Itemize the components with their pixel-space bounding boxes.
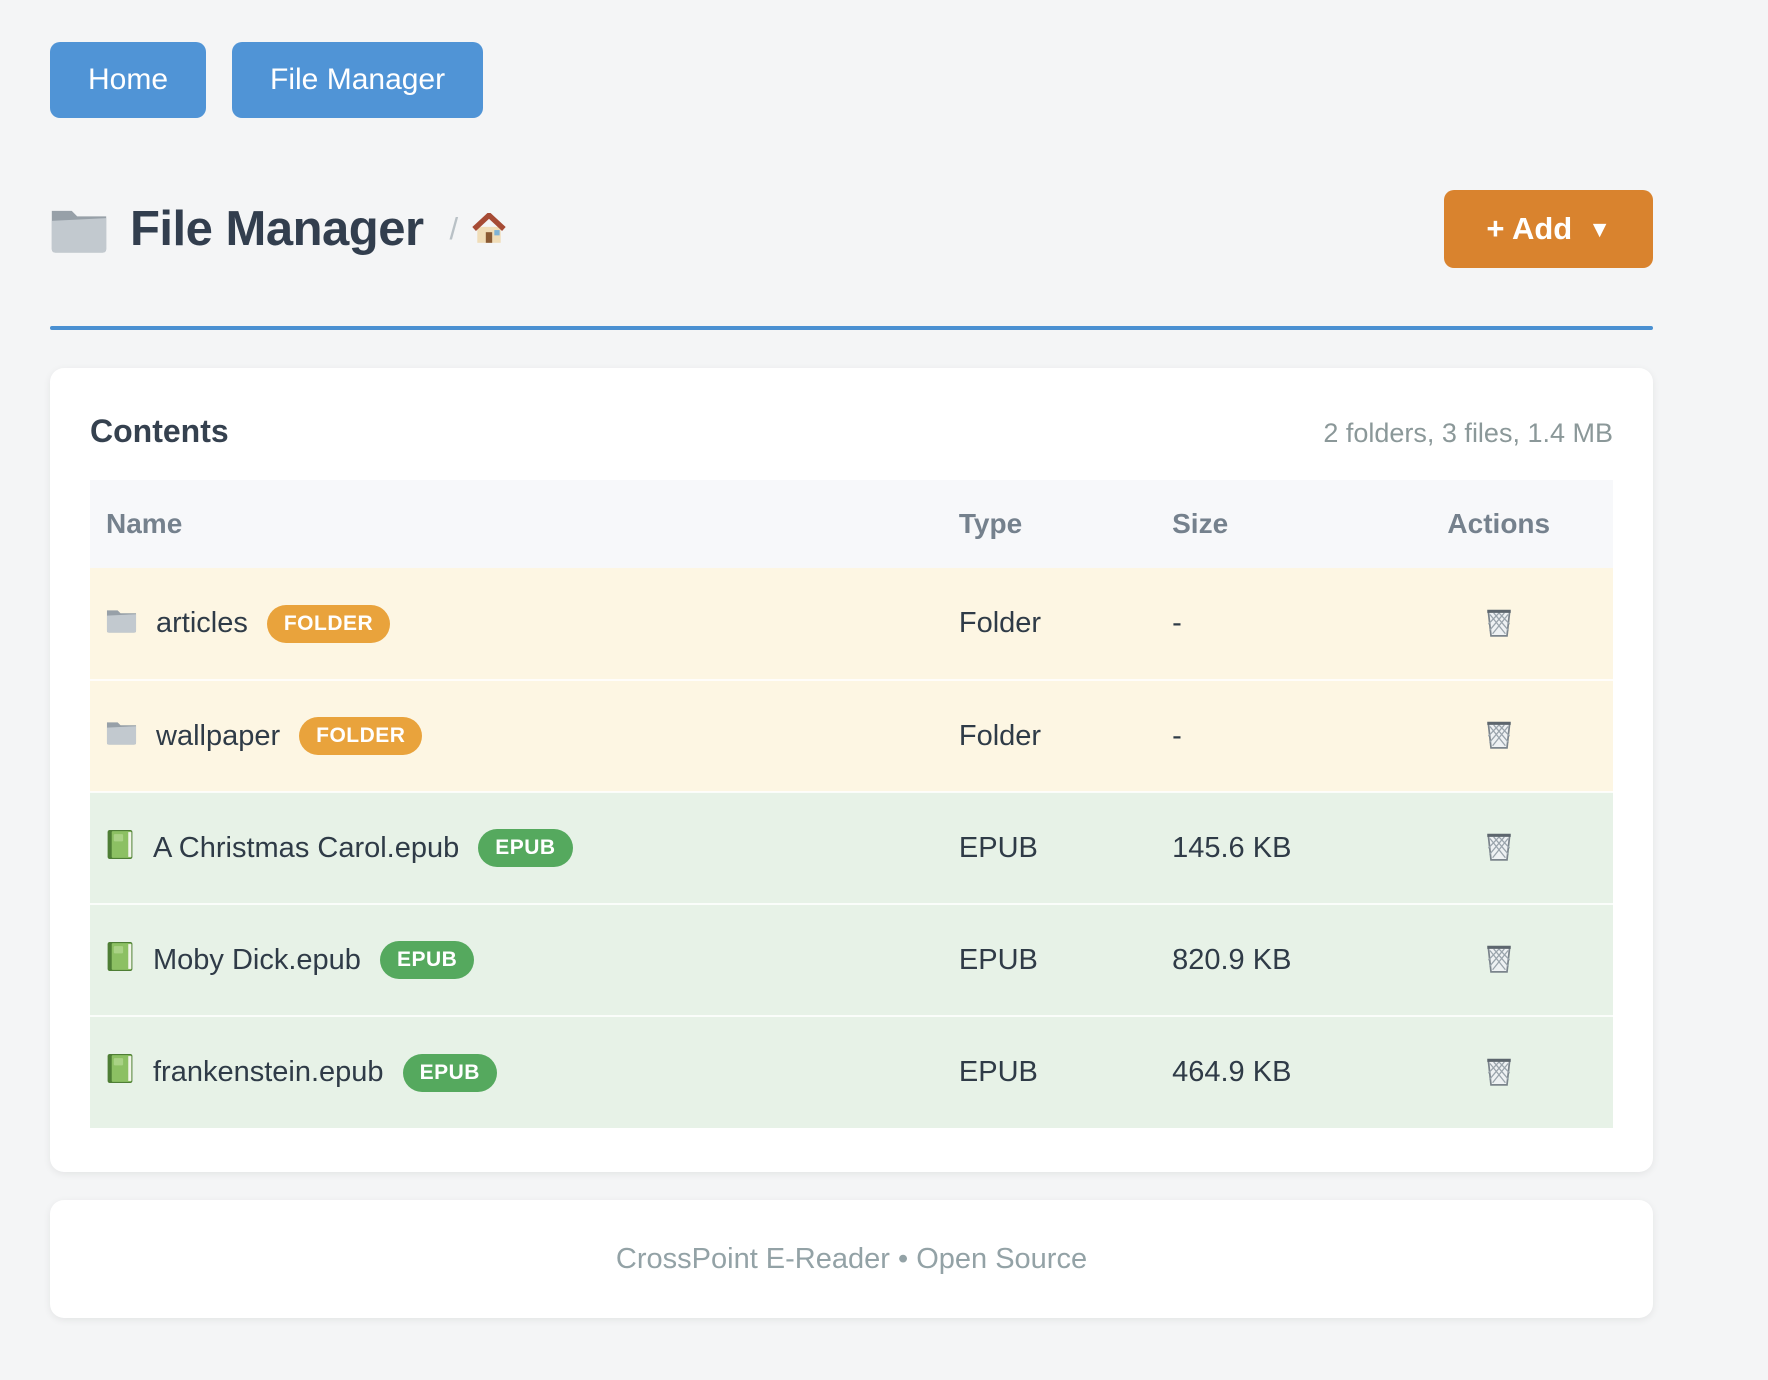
add-button[interactable]: + Add ▼ (1444, 190, 1653, 268)
table-row[interactable]: wallpaper FOLDER Folder - (90, 680, 1613, 792)
file-size: 464.9 KB (1172, 1056, 1292, 1088)
contents-card: Contents 2 folders, 3 files, 1.4 MB Name… (50, 368, 1653, 1172)
table-row[interactable]: A Christmas Carol.epub EPUB EPUB 145.6 K… (90, 792, 1613, 904)
column-header-actions: Actions (1384, 480, 1613, 568)
chevron-down-icon: ▼ (1588, 215, 1611, 242)
page-title: File Manager (130, 202, 424, 256)
book-icon (106, 1053, 134, 1092)
book-icon (106, 829, 134, 868)
column-header-type: Type (942, 480, 1157, 568)
house-icon[interactable] (472, 213, 506, 245)
footer-text: CrossPoint E-Reader • Open Source (615, 1242, 1088, 1275)
trash-icon (1484, 1058, 1514, 1090)
file-badge: FOLDER (266, 604, 391, 643)
table-body: articles FOLDER Folder - (90, 568, 1613, 1128)
delete-button[interactable] (1480, 602, 1518, 642)
file-type: EPUB (958, 1056, 1038, 1088)
file-table: Name Type Size Actions (90, 480, 1613, 1128)
folder-icon (50, 205, 108, 253)
table-row[interactable]: frankenstein.epub EPUB EPUB 464.9 KB (90, 1016, 1613, 1128)
nav-home-button[interactable]: Home (50, 42, 207, 118)
delete-button[interactable] (1480, 826, 1518, 866)
contents-summary: 2 folders, 3 files, 1.4 MB (1323, 418, 1613, 448)
top-nav: Home File Manager (50, 42, 1653, 118)
file-size: - (1172, 607, 1182, 639)
delete-button[interactable] (1480, 1051, 1518, 1091)
trash-icon (1484, 609, 1514, 641)
add-button-label: + Add (1486, 211, 1573, 246)
contents-header: Contents 2 folders, 3 files, 1.4 MB (90, 413, 1613, 450)
file-type: Folder (958, 719, 1042, 752)
folder-icon (106, 719, 137, 753)
breadcrumb-separator: / (449, 211, 459, 246)
file-size: - (1172, 719, 1182, 752)
file-badge: EPUB (379, 941, 475, 979)
delete-button[interactable] (1480, 938, 1518, 978)
nav-file-manager-button[interactable]: File Manager (232, 42, 484, 118)
title-group: File Manager / (50, 201, 506, 257)
file-name: Moby Dick.epub (153, 943, 361, 976)
folder-icon (106, 607, 137, 641)
trash-icon (1484, 945, 1514, 977)
file-name: wallpaper (156, 719, 281, 752)
file-size: 820.9 KB (1172, 943, 1292, 976)
file-size: 145.6 KB (1172, 831, 1292, 864)
table-row[interactable]: Moby Dick.epub EPUB EPUB 820.9 KB (90, 904, 1613, 1016)
file-name: articles (156, 607, 248, 639)
book-icon (106, 941, 134, 980)
contents-heading: Contents (90, 413, 229, 449)
table-header-row: Name Type Size Actions (90, 480, 1613, 568)
breadcrumb: / (450, 211, 507, 247)
delete-button[interactable] (1480, 714, 1518, 754)
file-badge: FOLDER (299, 717, 423, 755)
column-header-size: Size (1156, 480, 1385, 568)
page-header: File Manager / + Add ▼ (50, 190, 1653, 268)
file-name: A Christmas Carol.epub (153, 831, 460, 864)
file-name: frankenstein.epub (153, 1056, 384, 1088)
file-type: Folder (958, 607, 1042, 639)
column-header-name: Name (90, 480, 943, 568)
file-badge: EPUB (478, 829, 573, 867)
file-type: EPUB (958, 943, 1038, 976)
file-type: EPUB (958, 831, 1038, 864)
table-row[interactable]: articles FOLDER Folder - (90, 568, 1613, 680)
title-underline (50, 326, 1653, 330)
trash-icon (1484, 833, 1514, 865)
footer: CrossPoint E-Reader • Open Source (50, 1200, 1653, 1318)
file-badge: EPUB (402, 1053, 497, 1092)
trash-icon (1484, 721, 1514, 753)
